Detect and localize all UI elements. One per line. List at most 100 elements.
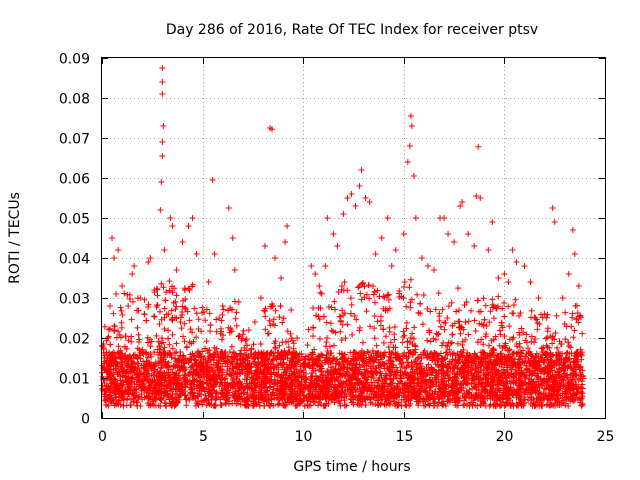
data-point [178,325,185,332]
data-point [226,389,233,396]
data-point [310,324,317,331]
data-point [116,331,123,338]
data-point [562,309,569,316]
data-point [163,363,170,370]
data-point [523,382,530,389]
data-point [561,359,568,366]
data-point [403,325,410,332]
data-point [228,343,235,350]
data-point [101,323,108,330]
data-point [324,368,331,375]
data-point [509,336,516,343]
data-point [155,358,162,365]
data-point [232,388,239,395]
data-point [489,296,496,303]
data-point [265,360,272,367]
data-point [363,308,370,315]
data-point [181,380,188,387]
data-point [386,328,393,335]
data-point [465,331,472,338]
data-point [186,317,193,324]
data-point [161,314,168,321]
data-point [434,331,441,338]
data-point [173,340,180,347]
data-point [264,397,271,404]
data-point [575,319,582,326]
data-point [316,335,323,342]
data-point [553,344,560,351]
data-point [317,305,324,312]
data-point [378,400,385,407]
data-point [534,326,541,333]
data-point [153,332,160,339]
data-point [139,396,146,403]
data-point [571,327,578,334]
data-point [442,342,449,349]
data-point [375,377,382,384]
data-point [133,381,140,388]
data-point [112,376,119,383]
data-point [574,309,581,316]
data-point [315,402,322,409]
data-point [311,346,318,353]
data-point [435,399,442,406]
data-point [138,391,145,398]
data-point [370,291,377,298]
data-point [498,370,505,377]
data-point [430,335,437,342]
data-point [454,340,461,347]
data-point [440,339,447,346]
data-point [486,319,493,326]
data-point [403,303,410,310]
data-point [103,349,110,356]
data-point [121,290,128,297]
data-point [150,313,157,320]
data-point [279,319,286,326]
data-point [228,328,235,335]
data-point [492,333,499,340]
data-point [480,322,487,329]
data-point [111,323,118,330]
data-point [115,343,122,350]
data-point [196,350,203,357]
data-point [369,283,376,290]
data-point [213,345,220,352]
data-point [424,305,431,312]
data-point [444,343,451,350]
data-point [171,285,178,292]
data-point [206,390,213,397]
data-point [115,328,122,335]
data-point [327,350,334,357]
data-point [410,335,417,342]
data-point [310,305,317,312]
data-point [344,371,351,378]
data-point [135,394,142,401]
data-point [458,323,465,330]
data-point [156,308,163,315]
data-point [191,305,198,312]
data-point [528,307,535,314]
data-point [527,359,534,366]
data-point [579,330,586,337]
data-point [159,335,166,342]
data-point [523,331,530,338]
data-point [177,314,184,321]
data-point [255,354,262,361]
data-point [551,336,558,343]
data-point [367,399,374,406]
data-point [409,366,416,373]
data-point [173,292,180,299]
data-point [430,395,437,402]
data-point [233,309,240,316]
data-point [231,298,238,305]
data-point [480,295,487,302]
data-point [141,296,148,303]
data-point [215,394,222,401]
data-point [250,358,257,365]
data-point [177,318,184,325]
data-point [441,326,448,333]
data-point [544,370,551,377]
data-point [365,349,372,356]
data-point [169,331,176,338]
data-point [560,397,567,404]
